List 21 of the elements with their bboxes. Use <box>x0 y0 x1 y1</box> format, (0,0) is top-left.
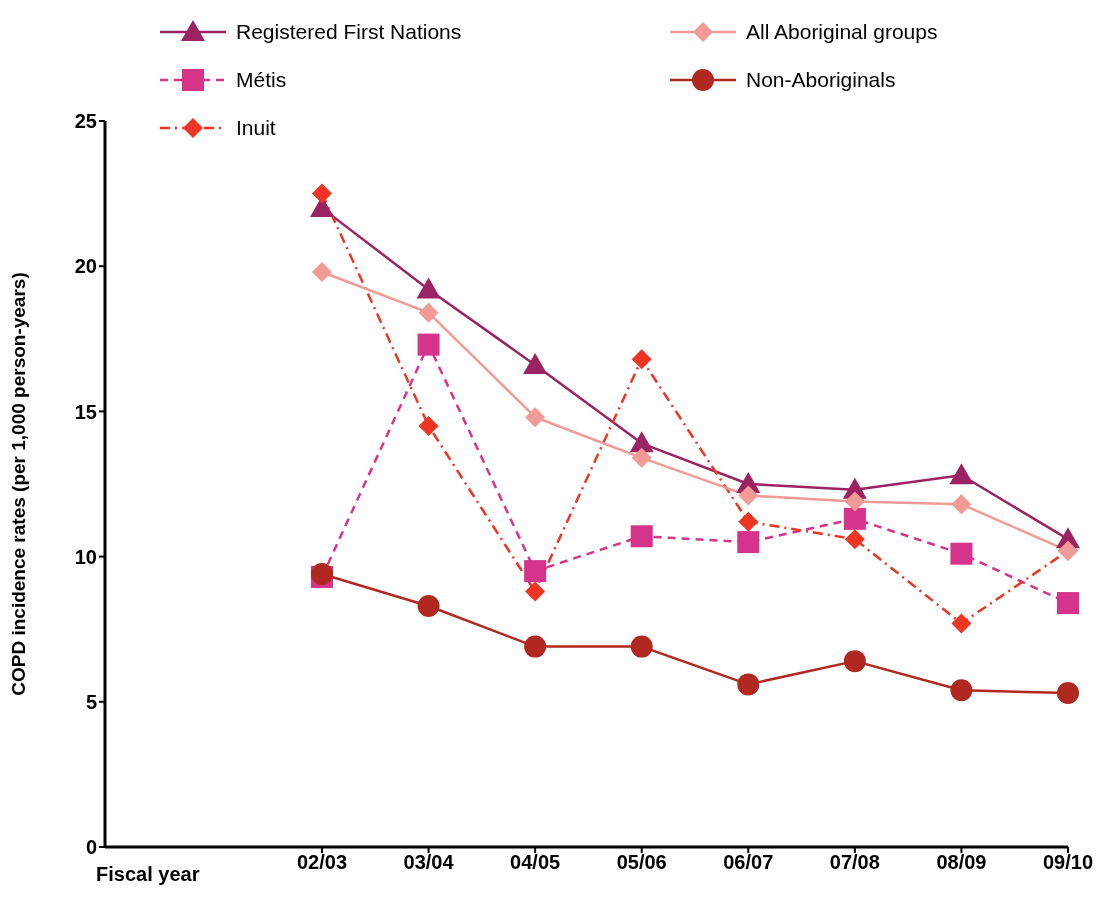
x-tick-label: 05/06 <box>616 851 667 874</box>
y-tick-label: 25 <box>74 110 97 133</box>
y-tick-label: 10 <box>74 545 97 568</box>
y-tick-label: 0 <box>85 836 97 859</box>
legend-label: Non-Aboriginals <box>746 68 896 92</box>
y-axis-title: COPD incidence rates (per 1,000 person-years) <box>7 272 29 696</box>
x-axis-title: Fiscal year <box>96 863 200 886</box>
legend-label: All Aboriginal groups <box>746 20 938 44</box>
legend-label: Registered First Nations <box>236 20 462 44</box>
y-tick-label: 15 <box>74 400 97 423</box>
x-tick-label: 07/08 <box>829 851 880 874</box>
x-tick-label: 06/07 <box>723 851 774 874</box>
x-tick-label: 03/04 <box>403 851 455 874</box>
x-tick-label: 08/09 <box>936 851 987 874</box>
x-tick-label: 09/10 <box>1042 851 1094 874</box>
y-tick-label: 5 <box>85 690 97 713</box>
legend-label: Métis <box>236 68 287 92</box>
x-tick-label: 02/03 <box>296 851 348 874</box>
x-tick-label: 04/05 <box>510 851 561 874</box>
legend-label: Inuit <box>236 116 276 140</box>
y-tick-label: 20 <box>74 255 97 278</box>
